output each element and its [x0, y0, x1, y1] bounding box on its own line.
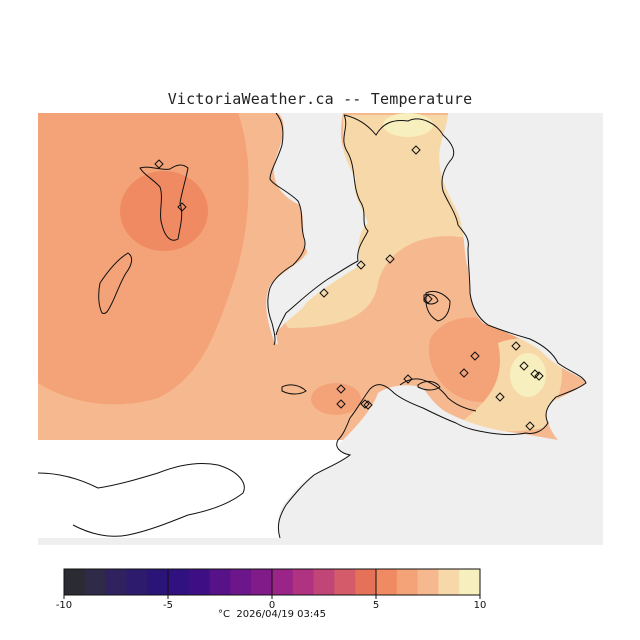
diamond-icon[interactable] [360, 399, 370, 409]
colorbar-caption: °C 2026/04/19 03:45 [0, 609, 544, 620]
colorbar-tick-label: -10 [56, 600, 72, 610]
colorbar-ticks: -10 -5 0 5 10 [56, 569, 487, 610]
long-island-coast [98, 252, 133, 314]
south-coast [277, 439, 352, 539]
diamond-icon[interactable] [177, 202, 187, 212]
diamond-icon[interactable] [319, 288, 329, 298]
contour-10-plus-north [383, 113, 433, 137]
timestamp-label: 2026/04/19 03:45 [236, 609, 326, 620]
diamond-icon[interactable] [519, 361, 529, 371]
colorbar-swatch [105, 569, 127, 595]
temperature-colorbar: -10 -5 0 5 10 [56, 568, 487, 610]
diamond-icon[interactable] [403, 374, 413, 384]
contour-6-7 [120, 171, 208, 251]
map-title: VictoriaWeather.ca -- Temperature [167, 90, 473, 108]
colorbar-swatch [84, 569, 107, 595]
colorbar-swatches [64, 569, 481, 595]
colorbar-tick-label: 0 [269, 600, 275, 610]
diamond-icon[interactable] [525, 421, 535, 431]
colorbar-swatch [292, 569, 315, 595]
colorbar-tick-label: 5 [373, 600, 379, 610]
colorbar-swatch [188, 569, 211, 595]
diamond-icon[interactable] [459, 368, 469, 378]
diamond-icon[interactable] [336, 399, 346, 409]
temperature-map[interactable] [38, 113, 603, 545]
diamond-icon[interactable] [411, 145, 421, 155]
colorbar-swatch [313, 569, 335, 595]
diamond-icon[interactable] [363, 400, 373, 410]
colorbar-swatch [417, 569, 439, 595]
east-island-coast [425, 290, 451, 322]
diamond-icon[interactable] [495, 392, 505, 402]
south-water [343, 385, 558, 440]
inlet-water [266, 113, 368, 345]
colorbar-swatch [459, 569, 481, 595]
west-island-coast [139, 164, 189, 241]
east-sea [439, 113, 603, 440]
diamond-icon[interactable] [154, 159, 164, 169]
colorbar-swatch [230, 569, 252, 595]
inlet-east-coast [275, 114, 369, 336]
diamond-icon[interactable] [470, 351, 480, 361]
colorbar-swatch [168, 569, 190, 595]
diamond-icon[interactable] [423, 294, 433, 304]
west-inlet-coast [267, 113, 306, 346]
colorbar-swatch [272, 569, 294, 595]
colorbar-tick-label: 10 [474, 600, 487, 610]
peninsula-coast [337, 114, 587, 441]
diamond-icon[interactable] [511, 341, 521, 351]
colorbar-swatch [251, 569, 273, 595]
colorbar-swatch [376, 569, 398, 595]
diamond-icon[interactable] [534, 371, 544, 381]
contour-10-plus-east [510, 353, 546, 397]
south-landmass [38, 440, 348, 538]
colorbar-swatch [147, 569, 169, 595]
diamond-icon[interactable] [356, 260, 366, 270]
water-masks [266, 113, 603, 440]
diamond-icon[interactable] [336, 384, 346, 394]
colorbar-swatch [209, 569, 231, 595]
colorbar-swatch [396, 569, 419, 595]
diamond-icon[interactable] [385, 254, 395, 264]
colorbar-swatch [64, 569, 86, 595]
south-mainland-coast [38, 462, 245, 537]
coastlines [38, 113, 587, 539]
contour-7-8-south [311, 383, 361, 415]
colorbar-swatch [334, 569, 356, 595]
station-markers [154, 145, 544, 431]
unit-label: °C [218, 609, 230, 620]
colorbar-swatch [355, 569, 377, 595]
colorbar-swatch [438, 569, 460, 595]
colorbar-swatch [126, 569, 148, 595]
colorbar-tick-label: -5 [163, 600, 173, 610]
